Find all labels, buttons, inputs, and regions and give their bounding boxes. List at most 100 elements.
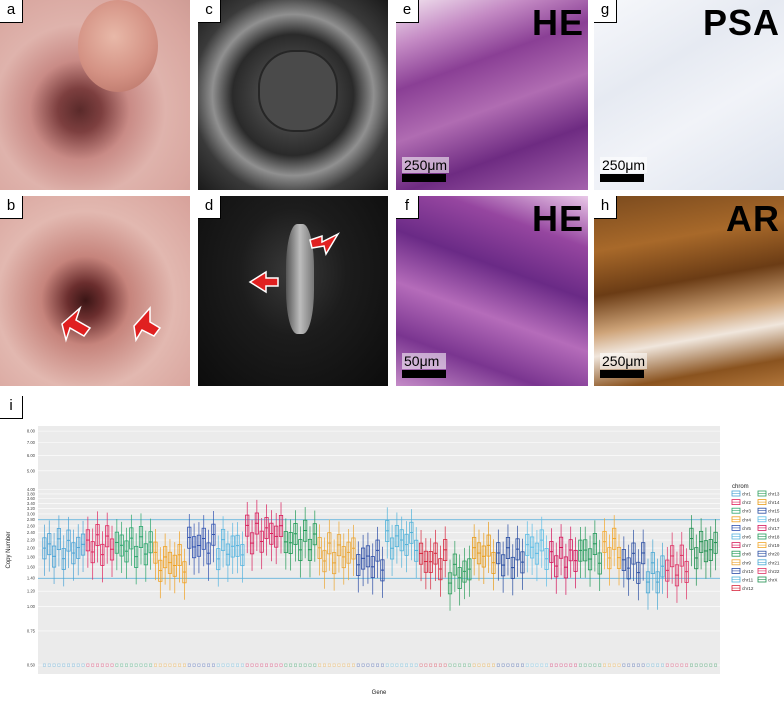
red-arrows-d [248,232,340,294]
panel-label-b: b [0,196,23,219]
box-chrX-0 [689,515,694,667]
box-chr14-2 [481,532,486,667]
legend-label-chr10: chr10 [742,569,754,574]
box-chr22-4 [684,548,689,667]
y-tick-7: 2.00 [27,546,36,551]
box-chr3-4 [134,533,139,667]
box-chr11-2 [394,512,399,667]
box-chrX-2 [699,518,704,667]
box-chr21-0 [645,558,651,667]
box-chr1-7 [76,524,81,667]
legend-item-chr16: chr16 [757,516,780,522]
box-chrX-1 [694,534,699,667]
legend-item-chr7: chr7 [731,542,751,548]
legend-item-chr14: chr14 [757,499,780,505]
box-chr8-5 [307,526,313,667]
box-chr8-0 [283,518,288,667]
scale-text-h: 250μm [600,353,648,369]
box-chr18-4 [597,539,602,667]
stain-label-f: HE [531,198,584,239]
legend-label-chrX: chrX [768,578,777,583]
panel-i-copy-number-chart: i 0.50 0.75 1.00 1.20 1.40 1.60 1.80 2.00 2.20 2.… [0,392,784,701]
stain-label-g: PSA [702,2,780,43]
x-axis-label: Gene [372,690,387,696]
box-chr9-5 [341,533,346,667]
box-chr6-5 [240,531,245,667]
box-chr3-5 [138,513,144,667]
box-chr15-2 [505,524,511,667]
box-chr9-0 [317,524,322,667]
scale-line-h [600,370,644,378]
box-chr18-0 [578,526,583,667]
panel-label-i: i [0,396,23,419]
box-chr11-1 [389,524,395,667]
panel-label-f: f [396,196,419,219]
scale-line-f [402,370,446,378]
box-chr2-2 [95,511,100,667]
legend-label-chr19: chr19 [768,543,780,548]
box-chr15-5 [520,538,525,667]
y-tick-17: 4.00 [27,487,36,492]
box-chr9-7 [351,524,356,667]
box-chr15-4 [515,525,520,667]
box-chr19-1 [607,534,612,667]
y-tick-11: 2.80 [27,517,36,522]
legend-item-chr22: chr22 [757,567,780,574]
box-chr2-4 [105,512,110,667]
legend-item-chr1: chr1 [731,490,751,497]
box-chr9-6 [346,528,351,667]
panel-label-h: h [594,196,617,219]
box-chr7-5 [269,510,274,667]
legend-label-chr1: chr1 [742,492,751,497]
box-chr3-0 [114,519,119,667]
legend-label-chr12: chr12 [742,586,754,591]
box-chr6-3 [230,522,235,667]
box-chr22-1 [670,532,675,667]
box-chr8-1 [288,519,293,667]
box-chr20-4 [641,529,646,667]
legend-item-chr3: chr3 [731,507,751,514]
panel-label-d: d [198,196,221,219]
legend-item-chr15: chr15 [757,507,780,514]
legend-label-chr16: chr16 [768,517,780,522]
box-chr17-0 [549,528,554,667]
box-chr15-0 [496,529,501,667]
box-chr16-1 [530,523,535,667]
box-chr17-2 [558,524,564,667]
box-chr11-0 [385,507,390,667]
y-tick-15: 3.60 [27,496,36,501]
panel-label-c: c [198,0,221,23]
legend-item-chr19: chr19 [757,542,780,548]
copy-number-boxplot: 0.50 0.75 1.00 1.20 1.40 1.60 1.80 2.00 2.20 2.40… [6,426,780,696]
box-chr10-3 [370,543,375,667]
box-chr14-3 [486,521,491,667]
y-tick-2: 1.00 [27,604,36,609]
legend-label-chr2: chr2 [742,500,751,505]
box-chr17-5 [573,537,578,667]
box-chr18-3 [592,520,597,667]
box-chr11-3 [399,516,404,667]
y-tick-5: 1.60 [27,564,36,569]
box-chr19-2 [612,515,617,667]
box-chr13-2 [457,554,462,667]
legend-item-chr21: chr21 [757,559,780,565]
panel-c-mri-t2: c [198,0,388,190]
box-chr6-0 [216,535,221,667]
panel-label-g: g [594,0,617,23]
panel-h-ar-stain: h AR 250μm [594,196,784,386]
box-chr20-0 [621,536,626,667]
box-chrX-4 [708,526,713,667]
y-axis-label: Copy Number [6,531,12,568]
box-chr9-4 [336,521,342,667]
panel-e-he-stain: e HE 250μm [396,0,588,190]
box-chr13-0 [447,559,453,667]
box-chr16-3 [539,516,544,667]
box-chrX-5 [713,519,718,667]
reference-lines [38,519,720,579]
legend-item-chr5: chr5 [731,524,751,531]
box-chr7-2 [254,499,259,667]
box-chr17-1 [554,542,559,667]
box-chr1-2 [51,532,57,667]
box-chr1-1 [47,520,52,667]
y-tick-9: 2.40 [27,530,36,535]
